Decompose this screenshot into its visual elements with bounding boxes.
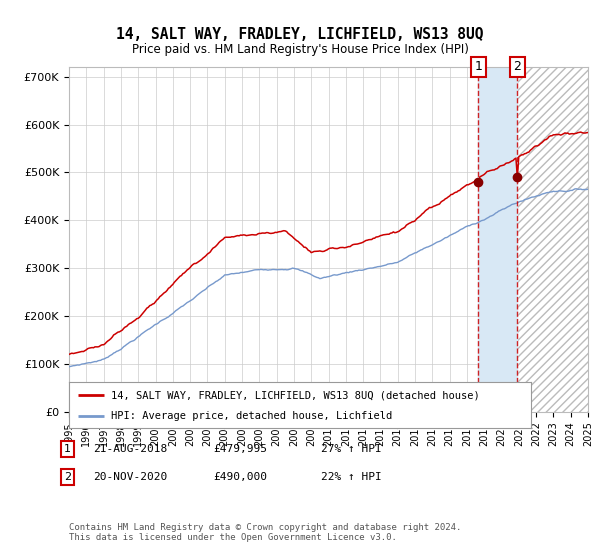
Text: Contains HM Land Registry data © Crown copyright and database right 2024.
This d: Contains HM Land Registry data © Crown c… — [69, 522, 461, 542]
Text: £490,000: £490,000 — [213, 472, 267, 482]
Text: 14, SALT WAY, FRADLEY, LICHFIELD, WS13 8UQ (detached house): 14, SALT WAY, FRADLEY, LICHFIELD, WS13 8… — [110, 390, 479, 400]
Text: 14, SALT WAY, FRADLEY, LICHFIELD, WS13 8UQ: 14, SALT WAY, FRADLEY, LICHFIELD, WS13 8… — [116, 27, 484, 42]
Text: £479,995: £479,995 — [213, 444, 267, 454]
Text: 22% ↑ HPI: 22% ↑ HPI — [321, 472, 382, 482]
Bar — [517, 67, 588, 412]
Text: 27% ↑ HPI: 27% ↑ HPI — [321, 444, 382, 454]
Text: HPI: Average price, detached house, Lichfield: HPI: Average price, detached house, Lich… — [110, 412, 392, 422]
Text: 20-NOV-2020: 20-NOV-2020 — [93, 472, 167, 482]
Text: 2: 2 — [514, 60, 521, 73]
Text: Price paid vs. HM Land Registry's House Price Index (HPI): Price paid vs. HM Land Registry's House … — [131, 43, 469, 55]
Text: 21-AUG-2018: 21-AUG-2018 — [93, 444, 167, 454]
Bar — [478, 67, 517, 412]
Text: 1: 1 — [475, 60, 482, 73]
Text: 1: 1 — [64, 444, 71, 454]
Text: 2: 2 — [64, 472, 71, 482]
